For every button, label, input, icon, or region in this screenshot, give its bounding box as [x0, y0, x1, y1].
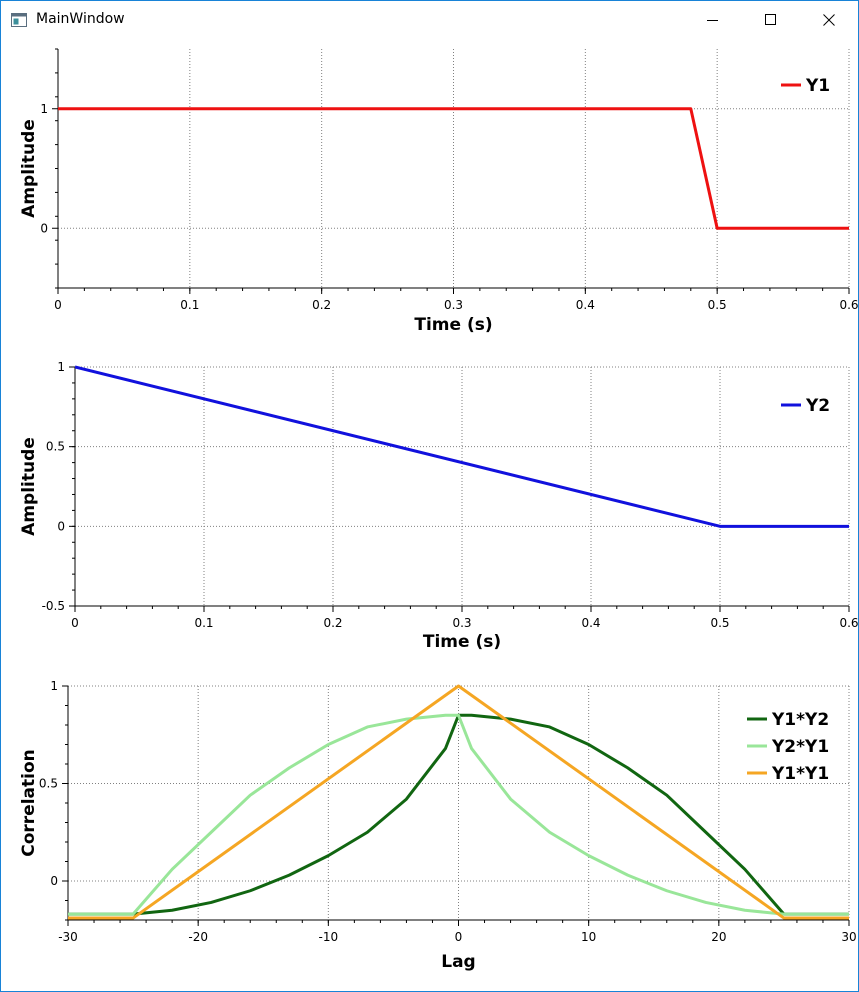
plot3-x-axis-title: Lag: [441, 952, 475, 972]
plot3-x-tick-label: -20: [188, 930, 208, 944]
plot1-x-tick-label: 0.4: [576, 298, 595, 312]
plot2-x-tick-label: 0.5: [710, 616, 729, 630]
minimize-button[interactable]: [684, 1, 742, 39]
plot1-series-group: [58, 107, 849, 230]
plot3-y-tick-label: 0.5: [39, 777, 58, 791]
plot1-y-tick-label: 1: [40, 102, 48, 116]
plot2-y-axis-title: Amplitude: [19, 437, 39, 536]
plot3-y-axis-title: Correlation: [19, 749, 39, 857]
plot3-x-tick-label: 30: [841, 930, 856, 944]
plot3-legend-label: Y1*Y1: [771, 764, 829, 784]
plot3-legend-label: Y1*Y2: [771, 710, 829, 730]
maximize-button[interactable]: [742, 1, 800, 39]
plot3-series-line-Y2xY1: [68, 713, 849, 916]
plot1-y-axis-title: Amplitude: [19, 119, 39, 218]
maximize-icon: [765, 14, 776, 25]
plot1-series-line-Y1: [58, 107, 849, 230]
plot2-legend: Y2: [781, 396, 830, 416]
plot1-x-tick-label: 0.1: [180, 298, 199, 312]
plot1-chart: 0 0.1 0.2 0.3 0.4 0.5 0.6 0 1 Time (s) Amplitude Y1: [19, 48, 858, 335]
plot1-legend: Y1: [781, 76, 830, 96]
plot3-legend-label: Y2*Y1: [771, 737, 829, 757]
plot2-y-tick-label: -0.5: [42, 599, 65, 613]
plot1-y-tick-label: 0: [40, 221, 48, 235]
plot2-x-tick-label: 0: [71, 616, 79, 630]
plot3-legend: Y1*Y2 Y2*Y1 Y1*Y1: [747, 710, 829, 784]
plot2-y-tick-label: 0.5: [46, 440, 65, 454]
plot1-x-tick-label: 0.3: [444, 298, 463, 312]
plot2-y-tick-label: 1: [57, 360, 65, 374]
minimize-icon: [707, 20, 718, 21]
plot3-x-tick-label: 20: [711, 930, 726, 944]
plot1-x-tick-label: 0: [54, 298, 62, 312]
plot2-chart: 0 0.1 0.2 0.3 0.4 0.5 0.6 -0.5 0 0.5 1 Time (s) Ampl…: [19, 360, 858, 652]
plot3-series-group: [68, 684, 849, 920]
plot2-x-tick-label: 0.1: [194, 616, 213, 630]
plot3-y-tick-label: 1: [50, 679, 58, 693]
window-title: MainWindow: [36, 11, 125, 27]
plot3-y-tick-label: 0: [50, 874, 58, 888]
plot2-series-group: [75, 365, 849, 528]
plot2-y-tick-label: 0: [57, 519, 65, 533]
plot2-x-tick-label: 0.2: [323, 616, 342, 630]
plot2-x-axis-title: Time (s): [423, 632, 501, 652]
plot1-x-axis-title: Time (s): [414, 315, 492, 335]
plot1-x-tick-label: 0.5: [708, 298, 727, 312]
plot2-x-tick-label: 0.4: [581, 616, 600, 630]
plot3-chart: -30 -20 -10 0 10 20 30 0 0.5 1 Lag Correlation Y1*Y2…: [19, 679, 857, 972]
plot3-x-tick-label: 10: [581, 930, 596, 944]
plot2-legend-label: Y2: [805, 396, 830, 416]
app-icon: [11, 12, 27, 28]
plot3-x-tick-label: -10: [319, 930, 339, 944]
title-bar[interactable]: MainWindow: [1, 1, 858, 39]
plot1-x-tick-label: 0.2: [312, 298, 331, 312]
plot3-series-line-Y1xY1: [68, 684, 849, 920]
plot3-x-tick-label: 0: [455, 930, 463, 944]
plot1-legend-label: Y1: [805, 76, 830, 96]
plot3-x-tick-label: -30: [58, 930, 78, 944]
close-button[interactable]: [800, 1, 858, 39]
plot2-x-tick-label: 0.3: [452, 616, 471, 630]
plot2-x-tick-label: 0.6: [839, 616, 858, 630]
plot2-series-line-Y2: [75, 365, 849, 528]
close-icon: [823, 14, 835, 26]
plot1-x-tick-label: 0.6: [839, 298, 858, 312]
